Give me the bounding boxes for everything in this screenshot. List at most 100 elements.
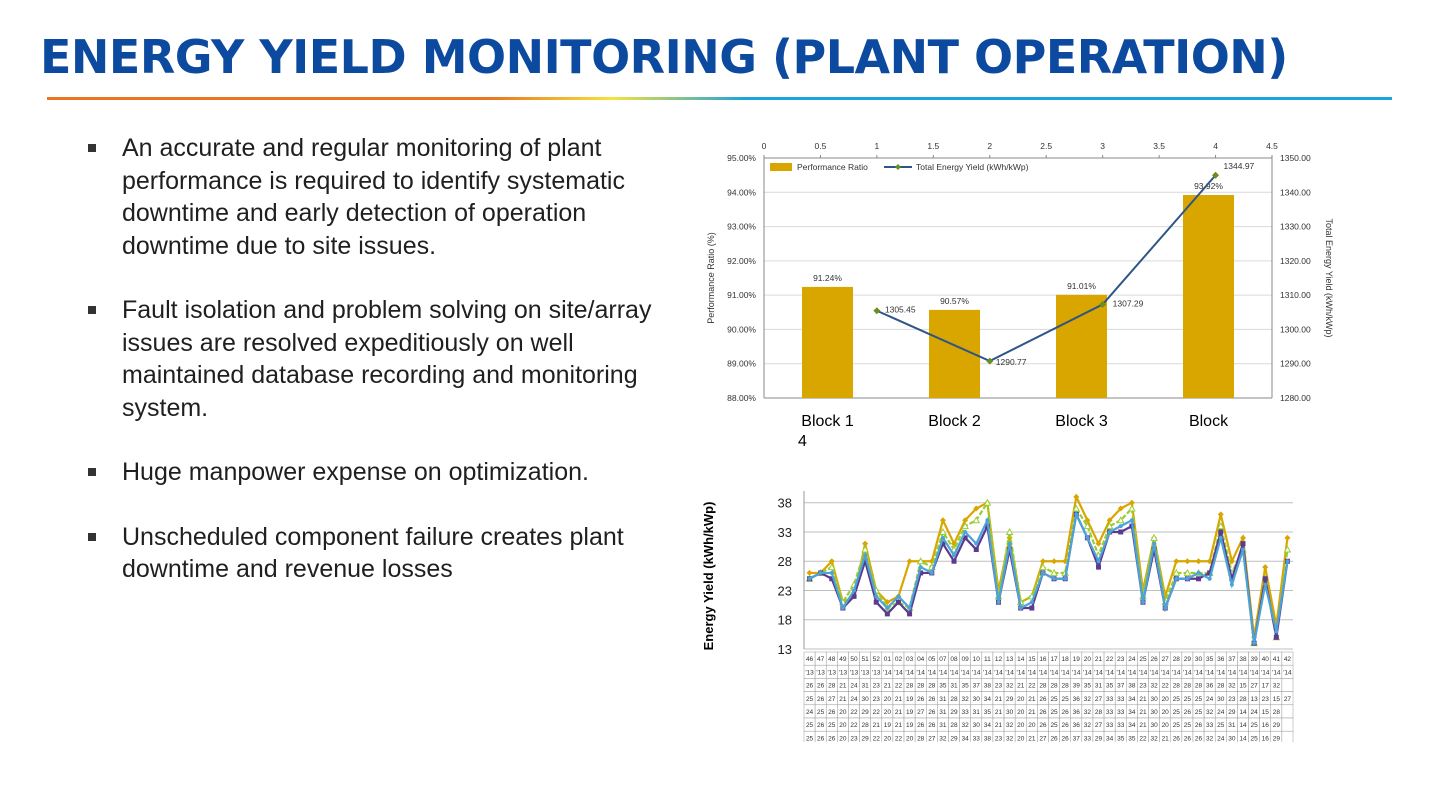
x-top-tick-label: 0 — [762, 141, 767, 151]
table-cell-value: 33 — [1117, 709, 1125, 716]
x-top-tick-label: 3.5 — [1153, 141, 1165, 151]
table-cell-value: 25 — [1217, 722, 1225, 729]
table-cell-value: 33 — [1084, 735, 1092, 742]
table-cell-value: 29 — [862, 735, 870, 742]
series-marker — [972, 516, 981, 524]
series-marker — [1283, 545, 1292, 553]
series-marker — [1252, 641, 1257, 646]
table-cell-value: 23 — [1228, 696, 1236, 703]
x-category-label: Block 2 — [928, 413, 981, 430]
table-cell-value: 26 — [928, 722, 936, 729]
table-cell-value: 27 — [1162, 656, 1170, 663]
series-marker — [1095, 540, 1102, 547]
table-cell-value: 33 — [1117, 696, 1125, 703]
table-cell-value: 26 — [817, 722, 825, 729]
line-point-marker — [1099, 300, 1107, 308]
table-cell-value: 35 — [984, 709, 992, 716]
series-marker — [863, 553, 868, 558]
table-cell-value: 28 — [1273, 709, 1281, 716]
table-cell-value: 36 — [1073, 722, 1081, 729]
table-cell-value: 20 — [1017, 722, 1025, 729]
x-top-tick-label: 1 — [875, 141, 880, 151]
table-cell-value: 22 — [895, 735, 903, 742]
series-marker — [1129, 518, 1134, 523]
bullet-square-icon — [88, 144, 96, 152]
bullet-text: Fault isolation and problem solving on s… — [122, 296, 652, 422]
table-cell-value: 13 — [1006, 656, 1014, 663]
series-marker — [996, 600, 1001, 605]
table-cell-value: 05 — [928, 656, 936, 663]
bullet-list: An accurate and regular monitoring of pl… — [86, 132, 666, 586]
table-cell-value: 28 — [906, 683, 914, 690]
table-cell-value: 32 — [1150, 683, 1158, 690]
table-cell-value: 34 — [962, 735, 970, 742]
series-marker — [1074, 512, 1079, 517]
table-cell-value: 33 — [962, 709, 970, 716]
table-cell — [1281, 678, 1294, 692]
table-cell-value: 30 — [1217, 696, 1225, 703]
title-divider — [47, 97, 1392, 100]
table-cell-value: 22 — [850, 709, 858, 716]
table-cell-value: 30 — [973, 696, 981, 703]
series-marker — [862, 540, 869, 547]
table-cell-value: 41 — [1273, 656, 1281, 663]
bullet-square-icon — [88, 468, 96, 476]
bar-data-label: 91.24% — [813, 273, 842, 283]
table-cell-value: 26 — [817, 696, 825, 703]
table-cell-value: 25 — [806, 735, 814, 742]
table-cell — [1281, 704, 1294, 719]
table-cell-value: 28 — [1050, 683, 1058, 690]
table-cell-value: 35 — [939, 683, 947, 690]
y-tick-label: 38 — [778, 496, 792, 511]
line-data-label: 1305.45 — [885, 305, 916, 315]
table-cell-value: '14 — [1105, 669, 1114, 676]
y-tick-label: 88.00% — [727, 393, 756, 403]
series-marker — [1118, 524, 1123, 529]
table-cell-value: 27 — [1039, 735, 1047, 742]
x-top-tick-label: 0.5 — [815, 141, 827, 151]
table-cell-value: 15 — [1239, 683, 1247, 690]
series-marker — [962, 517, 969, 524]
table-cell-value: 31 — [1095, 683, 1103, 690]
table-cell-value: 28 — [1062, 683, 1070, 690]
legend-label: Total Energy Yield (kWh/kWp) — [916, 162, 1029, 172]
table-cell-value: '14 — [883, 669, 892, 676]
table-cell-value: 29 — [1184, 656, 1192, 663]
bullet-item: An accurate and regular monitoring of pl… — [86, 132, 666, 262]
table-cell-value: 25 — [1173, 696, 1181, 703]
table-cell-value: 20 — [1162, 722, 1170, 729]
table-cell-value: 35 — [1106, 683, 1114, 690]
series-marker — [1218, 529, 1224, 535]
table-cell-value: '14 — [905, 669, 914, 676]
series-marker — [1050, 568, 1058, 576]
table-cell-value: 33 — [1106, 722, 1114, 729]
series-marker — [963, 529, 968, 534]
series-marker — [828, 558, 835, 565]
series-marker — [1174, 576, 1179, 581]
table-cell-value: 21 — [895, 722, 903, 729]
series-marker — [829, 576, 835, 582]
series-marker — [929, 570, 934, 575]
series-marker — [873, 599, 879, 605]
table-cell-value: 16 — [1039, 656, 1047, 663]
table-cell-value: 36 — [1073, 696, 1081, 703]
table-cell-value: 30 — [1150, 709, 1158, 716]
table-cell-value: 26 — [1184, 735, 1192, 742]
series-marker — [807, 576, 812, 581]
table-cell-value: 36 — [1217, 656, 1225, 663]
table-cell-value: 28 — [950, 722, 958, 729]
table-cell-value: 20 — [884, 709, 892, 716]
table-cell-value: 32 — [1006, 722, 1014, 729]
table-cell-value: '14 — [1183, 669, 1192, 676]
table-cell-value: '14 — [1016, 669, 1025, 676]
y-tick-label: 93.00% — [727, 222, 756, 232]
table-cell-value: 21 — [839, 683, 847, 690]
series-marker — [907, 606, 912, 611]
table-cell-value: 32 — [962, 722, 970, 729]
line-point-marker — [986, 357, 994, 365]
table-cell-value: 31 — [1228, 722, 1236, 729]
table-cell-value: '14 — [1205, 669, 1214, 676]
table-cell-value: 21 — [995, 696, 1003, 703]
series-marker — [1029, 605, 1035, 611]
y-tick-label: 90.00% — [727, 324, 756, 334]
